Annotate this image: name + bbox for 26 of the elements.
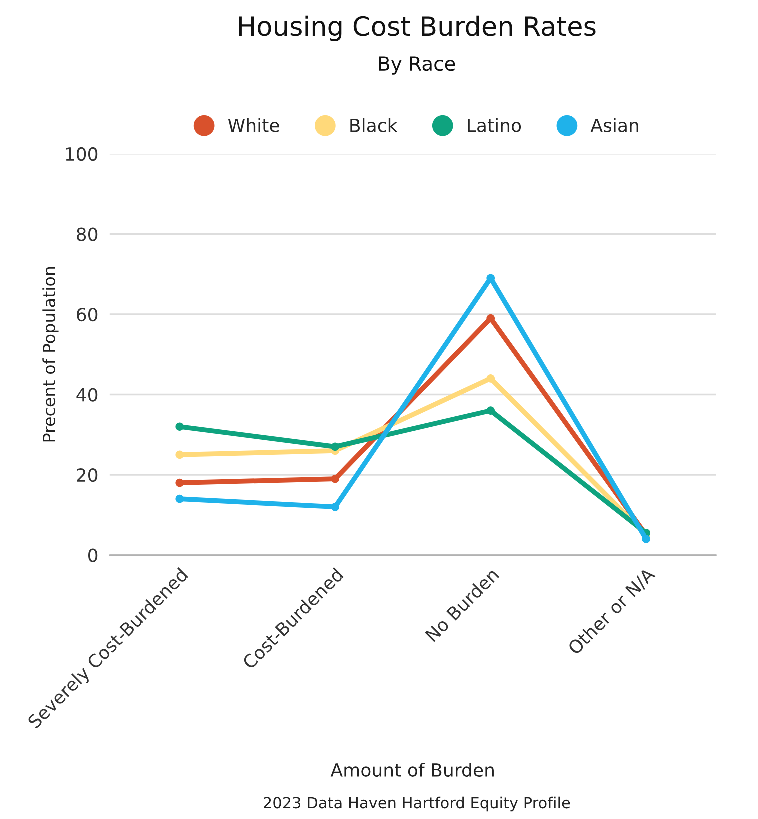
legend-label: White bbox=[228, 118, 280, 132]
text: 2023 Data Haven Hartford Equity Profile bbox=[264, 796, 570, 812]
point bbox=[176, 478, 184, 488]
point bbox=[486, 374, 496, 383]
point bbox=[331, 474, 340, 484]
point bbox=[486, 406, 496, 415]
y-tick-label: 80 bbox=[77, 228, 98, 242]
y-tick-label: 100 bbox=[66, 147, 98, 162]
legend-label: Asian bbox=[590, 118, 638, 132]
chart-subtitle: By Race bbox=[379, 56, 456, 75]
y-tick-label: 60 bbox=[77, 308, 98, 322]
point bbox=[486, 314, 496, 323]
x-axis-title: Amount of Burden bbox=[330, 763, 494, 778]
point bbox=[176, 450, 184, 460]
y-tick-label: 40 bbox=[76, 388, 98, 402]
y-tick-label: 20 bbox=[77, 468, 98, 482]
point bbox=[176, 494, 184, 504]
chart-title: Housing Cost Burden Rates bbox=[239, 16, 596, 42]
point bbox=[642, 535, 651, 544]
y-tick-label: 0 bbox=[88, 548, 98, 562]
legend-label: Black bbox=[350, 118, 398, 132]
y-axis-title: Precent of Population bbox=[42, 267, 59, 442]
point bbox=[331, 442, 340, 452]
legend-label: Latino bbox=[468, 118, 522, 132]
point bbox=[331, 502, 340, 512]
point bbox=[176, 422, 184, 432]
